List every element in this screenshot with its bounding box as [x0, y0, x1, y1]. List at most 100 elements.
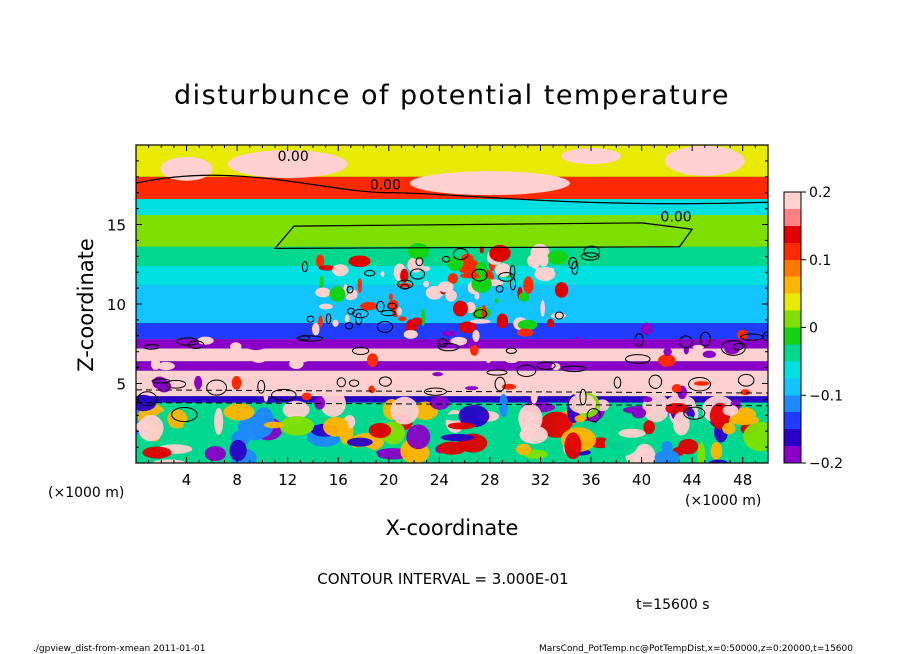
wave-cell: [289, 358, 304, 370]
wave-cell: [516, 328, 534, 337]
wave-cell: [483, 375, 493, 386]
wave-cell: [246, 343, 265, 351]
chart-title: disturbunce of potential temperature: [174, 80, 730, 111]
contour-loop: [376, 320, 394, 333]
contour-loop: [400, 283, 410, 290]
plume-cell: [345, 294, 355, 301]
contour-loop: [171, 406, 198, 423]
turbulence-cell: [136, 456, 144, 463]
plume-cell: [465, 301, 476, 314]
contour-loop: [720, 340, 746, 356]
plume-cell: [388, 293, 394, 301]
contour-loop: [648, 374, 663, 389]
contour-loop: [415, 257, 424, 267]
contour-label: 0.00: [661, 209, 692, 225]
turbulence-cell: [743, 421, 768, 452]
upper-cloud: [409, 171, 570, 196]
upper-cloud: [664, 145, 745, 176]
contour-loop: [296, 335, 324, 342]
contour-loop: [438, 342, 460, 352]
time-label: t=15600 s: [636, 597, 710, 613]
contour-loop: [516, 364, 537, 377]
plume-cell: [550, 312, 567, 319]
contour-loop: [495, 285, 504, 293]
turbulence-cell: [618, 428, 646, 438]
turbulence-cell: [279, 416, 315, 436]
wave-cell: [301, 392, 312, 401]
wave-cell: [702, 350, 716, 359]
contour-loop: [509, 276, 517, 291]
plume-cell: [332, 264, 349, 277]
turbulence-cell: [436, 441, 467, 455]
turbulence-cell: [346, 437, 373, 447]
wave-cell: [692, 344, 704, 350]
x-tick-label: 8: [232, 471, 242, 489]
wave-cell: [658, 354, 676, 367]
plume-cell: [447, 256, 464, 271]
turbulence-cell: [429, 396, 450, 410]
x-tick-label: 44: [683, 471, 702, 489]
wave-cell: [231, 375, 242, 390]
x-tick-label: 48: [733, 471, 752, 489]
x-tick-label: 28: [480, 471, 499, 489]
turbulence-cell: [368, 422, 392, 439]
contour-loop: [580, 252, 600, 261]
colorbar-tick-label: −0.2: [809, 456, 843, 472]
plume-cell: [496, 313, 509, 329]
turbulence-cell: [137, 414, 164, 442]
contour-loop: [176, 337, 199, 346]
colorbar-tick-label: 0: [809, 321, 818, 337]
contour-loop: [378, 376, 392, 387]
turbulence-cell: [204, 446, 227, 462]
heatmap-band-4: [136, 246, 768, 266]
plume-cell: [481, 305, 487, 319]
contour-lines: [136, 174, 768, 423]
plume-cell: [554, 282, 569, 298]
contour-loop: [679, 335, 693, 349]
contour-loop: [257, 379, 266, 394]
contour-loop: [438, 338, 448, 348]
contour-loop: [188, 340, 205, 349]
contour-loop: [206, 379, 228, 396]
plume-cell: [459, 267, 480, 274]
plume-cell: [380, 271, 385, 277]
heatmap-band-7: [136, 304, 768, 324]
plume-cell: [547, 318, 555, 328]
plume-cell: [518, 292, 530, 302]
contour-loop: [376, 300, 385, 313]
contour-loop: [336, 377, 346, 388]
plume-cell: [461, 253, 474, 263]
wave-cell: [640, 322, 653, 335]
contour-zero-upper: [136, 174, 768, 205]
turbulence-cell: [710, 441, 723, 460]
turbulence-cell: [564, 432, 582, 460]
wave-cell: [530, 390, 538, 404]
y-tick-label: 15: [107, 217, 126, 235]
plume-cell: [523, 276, 534, 294]
plume-cell: [445, 289, 457, 302]
turbulence-cell: [237, 414, 272, 441]
contour-loop: [625, 354, 651, 364]
contour-loop: [740, 333, 764, 341]
contour-loop: [344, 321, 354, 330]
wave-cell: [740, 389, 750, 396]
wave-cell: [470, 344, 479, 356]
plume-cell: [489, 244, 511, 262]
x-tick-label: 20: [379, 471, 398, 489]
plume-cell: [547, 250, 569, 265]
contour-loop: [397, 279, 414, 290]
wave-cell: [465, 386, 479, 391]
wave-cell: [574, 336, 579, 342]
contour-loop: [497, 272, 515, 282]
x-axis-label: X-coordinate: [386, 516, 519, 540]
turbulence-cell: [722, 405, 739, 416]
plume-cell: [318, 315, 323, 328]
contour-loop: [452, 247, 469, 261]
contour-loop: [346, 285, 354, 294]
plume-cell: [447, 273, 459, 284]
wave-cell: [551, 363, 561, 371]
wave-cell: [663, 347, 672, 357]
turbulence-cell: [518, 403, 543, 434]
turbulence-cell: [728, 414, 760, 426]
turbulence-cell: [673, 411, 690, 436]
